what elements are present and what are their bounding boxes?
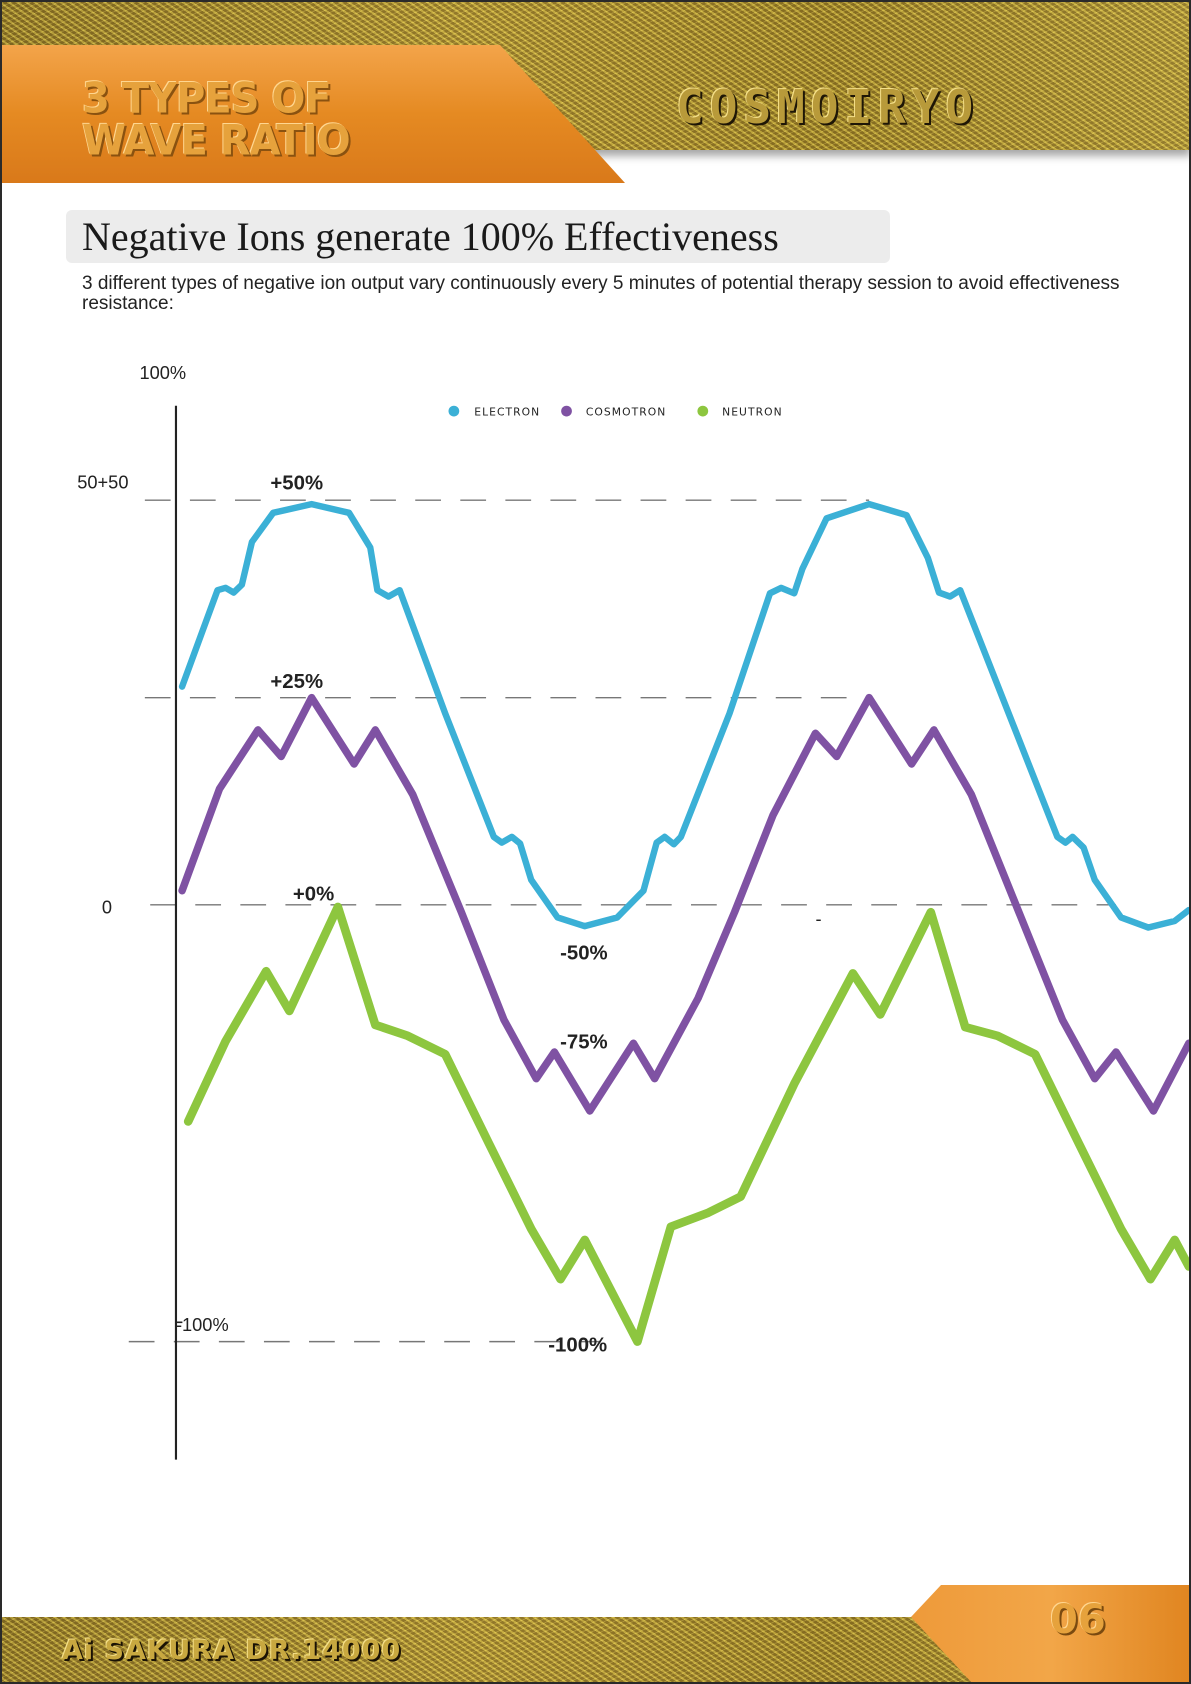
series-line-neutron [183, 902, 1191, 1346]
legend: ELECTRON COSMOTRON NEUTRON [448, 405, 783, 418]
series-line-electron [178, 500, 1191, 931]
brand-logo: COSMOIRYO [676, 80, 980, 134]
annotation: +0% [293, 883, 334, 905]
gridlines [128, 499, 1116, 1343]
subtitle-box [66, 210, 890, 263]
legend-label: NEUTRON [722, 405, 783, 418]
legend-swatch-neutron [697, 405, 709, 417]
title-line-1: 3 TYPES OF [82, 74, 332, 124]
description: 3 different types of negative ion output… [82, 273, 1120, 314]
annotation: - [815, 908, 821, 929]
legend-label: COSMOTRON [586, 405, 667, 418]
legend-label: ELECTRON [474, 405, 540, 418]
annotation: -50% [560, 943, 608, 965]
annotation: -75% [560, 1032, 608, 1054]
annotation: +50% [270, 472, 323, 494]
page-title: 3 TYPES OF WAVE RATIO [82, 74, 351, 166]
annotation: -100% [548, 1334, 607, 1356]
legend-swatch-electron [448, 405, 460, 417]
series-lines [178, 500, 1191, 1346]
y-tick-label: 0 [102, 896, 112, 917]
annotation: +25% [270, 671, 323, 693]
legend-swatch-cosmotron [561, 405, 572, 417]
page-number: 06 [1050, 1597, 1106, 1643]
title-line-2: WAVE RATIO [82, 116, 351, 166]
header-title-tab [0, 45, 625, 183]
footer-model-name: Ai SAKURA DR.14000 [62, 1635, 402, 1666]
y-tick-label: 100% [139, 362, 186, 383]
series-line-cosmotron [178, 693, 1191, 1115]
y-tick-label: -100% [176, 1314, 229, 1335]
subtitle: Negative Ions generate 100% Effectivenes… [82, 214, 779, 259]
y-tick-label: 50+50 [77, 471, 128, 492]
